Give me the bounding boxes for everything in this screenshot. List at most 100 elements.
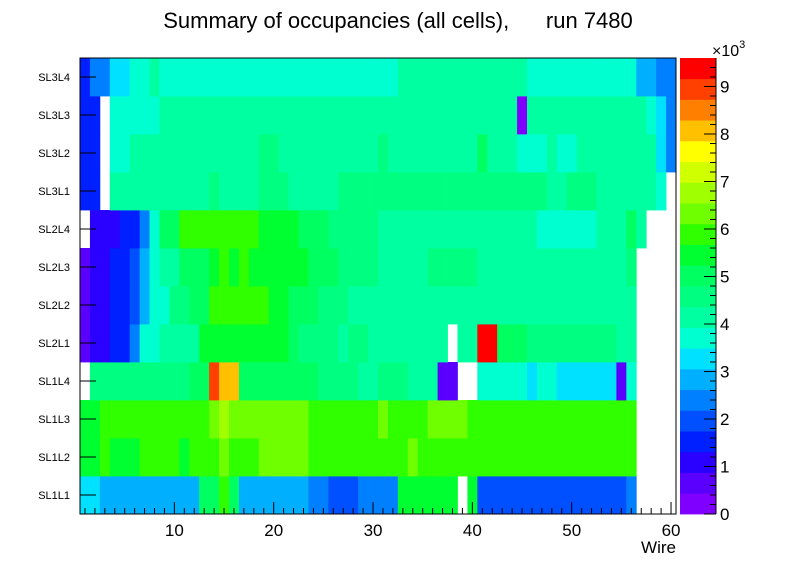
- heatmap-cell: [328, 324, 339, 363]
- heatmap-cell: [447, 248, 458, 287]
- heatmap-cell: [268, 172, 280, 211]
- heatmap-cell: [238, 286, 250, 325]
- heatmap-cell: [308, 248, 319, 287]
- heatmap-cell: [139, 324, 150, 363]
- heatmap-cell: [407, 438, 419, 477]
- heatmap-cell: [219, 172, 230, 211]
- heatmap-cell: [288, 134, 299, 173]
- heatmap-cell: [437, 172, 448, 211]
- heatmap-cell: [368, 438, 379, 477]
- y-category-label: SL1L1: [38, 490, 70, 502]
- heatmap-cell: [318, 172, 329, 211]
- heatmap-cell: [109, 476, 121, 515]
- heatmap-cell: [119, 248, 131, 287]
- heatmap-cell: [189, 476, 200, 515]
- heatmap-cell: [556, 400, 568, 439]
- heatmap-cell: [348, 438, 359, 477]
- heatmap-cell: [368, 210, 379, 249]
- heatmap-cell: [606, 438, 617, 477]
- heatmap-cell: [457, 210, 468, 249]
- heatmap-cell: [566, 438, 578, 477]
- heatmap-cell: [378, 400, 389, 439]
- x-axis: 10 20 30 40 50 60: [84, 502, 680, 540]
- heatmap-cell: [348, 476, 359, 515]
- heatmap-cell: [209, 96, 220, 135]
- heatmap-cell: [616, 172, 627, 211]
- heatmap-cell: [517, 438, 528, 477]
- heatmap-cell: [536, 324, 548, 363]
- heatmap-cell: [338, 286, 349, 325]
- heatmap-cell: [616, 324, 627, 363]
- heatmap-cell: [258, 438, 270, 477]
- heatmap-cell: [596, 438, 607, 477]
- heatmap-cell: [536, 58, 548, 97]
- colorbar-swatch: [680, 410, 716, 432]
- heatmap-cell: [238, 248, 250, 287]
- colorbar-tick-label: 6: [720, 220, 729, 239]
- heatmap-cell: [258, 286, 270, 325]
- heatmap-cell: [427, 96, 438, 135]
- heatmap-cell: [566, 400, 578, 439]
- heatmap-cell: [368, 172, 379, 211]
- heatmap-cell: [298, 362, 309, 401]
- heatmap-cell: [199, 476, 210, 515]
- heatmap-cell: [616, 362, 627, 401]
- heatmap-cell: [229, 58, 240, 97]
- heatmap-cell: [656, 58, 667, 97]
- heatmap-cell: [407, 286, 419, 325]
- heatmap-cell: [546, 96, 558, 135]
- heatmap-cell: [437, 134, 448, 173]
- heatmap-cell: [487, 400, 498, 439]
- heatmap-cell: [229, 324, 240, 363]
- heatmap-cell: [318, 324, 329, 363]
- heatmap-cell: [338, 362, 349, 401]
- heatmap-cell: [179, 210, 190, 249]
- heatmap-cell: [219, 324, 230, 363]
- heatmap-cell: [149, 248, 160, 287]
- heatmap-cell: [427, 438, 438, 477]
- heatmap-cell: [566, 172, 578, 211]
- heatmap-cell: [298, 134, 309, 173]
- heatmap-cell: [397, 248, 409, 287]
- heatmap-cell: [606, 172, 617, 211]
- heatmap-cell: [219, 400, 230, 439]
- y-category-label: SL2L1: [38, 338, 70, 350]
- heatmap-cell: [457, 248, 468, 287]
- heatmap-cell: [308, 58, 319, 97]
- heatmap-cell: [298, 400, 309, 439]
- heatmap-cell: [358, 172, 369, 211]
- heatmap-cell: [427, 58, 438, 97]
- heatmap-cell: [536, 172, 548, 211]
- heatmap-cell: [258, 172, 270, 211]
- colorbar-swatch: [680, 99, 716, 121]
- heatmap-cell: [139, 476, 150, 515]
- heatmap-cell: [219, 96, 230, 135]
- heatmap-cell: [447, 96, 458, 135]
- colorbar-swatch: [680, 472, 716, 494]
- heatmap-cell: [387, 96, 399, 135]
- heatmap-cell: [368, 286, 379, 325]
- heatmap-cell: [248, 210, 260, 249]
- heatmap-cell: [546, 400, 558, 439]
- heatmap-cell: [378, 476, 389, 515]
- heatmap-cell: [556, 172, 568, 211]
- heatmap-cell: [646, 96, 657, 135]
- heatmap-cell: [229, 96, 240, 135]
- heatmap-cell: [616, 438, 627, 477]
- x-tick-label: 50: [562, 521, 581, 540]
- colorbar-tick-label: 2: [720, 410, 729, 429]
- heatmap-cell: [387, 400, 399, 439]
- heatmap-cell: [308, 286, 319, 325]
- heatmap-cell: [477, 96, 488, 135]
- heatmap-cell: [248, 96, 260, 135]
- heatmap-cell: [566, 324, 578, 363]
- heatmap-cell: [527, 58, 538, 97]
- heatmap-cell: [477, 210, 488, 249]
- heatmap-cell: [288, 476, 299, 515]
- heatmap-cell: [417, 438, 429, 477]
- heatmap-cell: [318, 438, 329, 477]
- heatmap-cell: [507, 172, 518, 211]
- heatmap-cell: [497, 210, 508, 249]
- heatmap-cell: [129, 134, 140, 173]
- heatmap-cell: [199, 58, 210, 97]
